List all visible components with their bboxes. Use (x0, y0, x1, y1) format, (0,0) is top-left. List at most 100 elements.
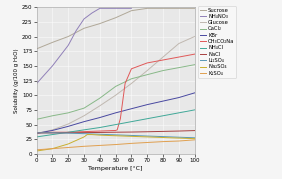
Glucose (51, 129, 54, 131)
K₂SO₄ (114, 144, 117, 146)
NH₄NO₃ (35, 82, 38, 84)
KBr (146, 103, 149, 106)
NH₄NO₃ (90, 12, 94, 14)
NaCl (177, 130, 180, 132)
K₂SO₄ (35, 149, 38, 151)
NaCl (114, 131, 117, 133)
K₂SO₄ (98, 144, 102, 146)
Line: CaCl₂: CaCl₂ (37, 65, 195, 119)
KBr (35, 132, 38, 134)
Glucose (35, 132, 38, 134)
Na₂SO₄ (177, 137, 180, 139)
KBr (130, 108, 133, 110)
Sucrose (82, 27, 86, 29)
K₂SO₄ (146, 141, 149, 144)
Line: CH₃CO₂Na: CH₃CO₂Na (37, 54, 195, 133)
Glucose (67, 123, 70, 125)
KBr (193, 92, 196, 94)
Li₂SO₄ (146, 135, 149, 137)
Line: Li₂SO₄: Li₂SO₄ (37, 133, 195, 138)
CH₃CO₂Na (67, 131, 70, 133)
Na₂SO₄ (130, 135, 133, 137)
NH₄Cl (193, 109, 196, 111)
CH₃CO₂Na (119, 118, 122, 120)
Na₂SO₄ (98, 134, 102, 136)
CaCl₂ (67, 112, 70, 114)
Glucose (146, 69, 149, 72)
K₂SO₄ (193, 139, 196, 141)
NaCl (161, 130, 165, 132)
KBr (161, 100, 165, 102)
Na₂SO₄ (161, 136, 165, 139)
Glucose (161, 56, 165, 58)
KBr (114, 112, 117, 114)
K₂SO₄ (67, 146, 70, 149)
Sucrose (114, 17, 117, 19)
Y-axis label: Solubility (g/100 g H₂O): Solubility (g/100 g H₂O) (14, 48, 19, 113)
NH₄NO₃ (130, 7, 133, 9)
Na₂SO₄ (193, 138, 196, 140)
KBr (51, 129, 54, 132)
Sucrose (146, 7, 149, 9)
CH₃CO₂Na (35, 132, 38, 134)
NH₄Cl (98, 126, 102, 129)
CaCl₂ (82, 107, 86, 109)
CH₃CO₂Na (161, 59, 165, 61)
CH₃CO₂Na (82, 130, 86, 133)
Glucose (82, 115, 86, 117)
Li₂SO₄ (177, 136, 180, 138)
CH₃CO₂Na (146, 62, 149, 64)
CH₃CO₂Na (116, 129, 119, 131)
Sucrose (193, 7, 196, 9)
NaCl (35, 132, 38, 134)
NH₄Cl (161, 115, 165, 117)
NaCl (51, 132, 54, 134)
K₂SO₄ (177, 140, 180, 142)
CH₃CO₂Na (193, 53, 196, 55)
KBr (177, 96, 180, 99)
NH₄NO₃ (98, 7, 102, 9)
CH₃CO₂Na (124, 82, 127, 84)
Line: K₂SO₄: K₂SO₄ (37, 140, 195, 150)
K₂SO₄ (82, 145, 86, 147)
CaCl₂ (114, 85, 117, 88)
NH₄Cl (177, 112, 180, 114)
CaCl₂ (146, 74, 149, 76)
CaCl₂ (130, 78, 133, 80)
NH₄Cl (146, 118, 149, 120)
Na₂SO₄ (114, 135, 117, 137)
NH₄Cl (35, 136, 38, 138)
Sucrose (130, 10, 133, 12)
Li₂SO₄ (193, 137, 196, 139)
Glucose (114, 94, 117, 96)
NH₄Cl (82, 129, 86, 131)
Legend: Sucrose, NH₄NO₃, Glucose, CaCl₂, KBr, CH₃CO₂Na, NH₄Cl, NaCl, Li₂SO₄, Na₂SO₄, K₂S: Sucrose, NH₄NO₃, Glucose, CaCl₂, KBr, CH… (198, 6, 236, 78)
K₂SO₄ (130, 142, 133, 144)
Line: Na₂SO₄: Na₂SO₄ (37, 135, 195, 151)
KBr (67, 125, 70, 127)
CH₃CO₂Na (114, 129, 117, 132)
NaCl (98, 131, 102, 134)
Li₂SO₄ (82, 133, 86, 135)
Na₂SO₄ (85, 134, 89, 136)
Glucose (177, 42, 180, 45)
CaCl₂ (177, 67, 180, 69)
CH₃CO₂Na (51, 131, 54, 133)
CaCl₂ (51, 115, 54, 117)
Li₂SO₄ (98, 133, 102, 135)
CH₃CO₂Na (98, 130, 102, 132)
Li₂SO₄ (67, 132, 70, 134)
K₂SO₄ (51, 147, 54, 150)
NH₄Cl (67, 131, 70, 133)
NH₄NO₃ (67, 44, 70, 46)
Sucrose (161, 7, 165, 9)
NH₄Cl (114, 124, 117, 126)
NH₄Cl (51, 134, 54, 136)
Line: NaCl: NaCl (37, 130, 195, 133)
Glucose (130, 82, 133, 84)
KBr (98, 117, 102, 119)
K₂SO₄ (161, 141, 165, 143)
Na₂SO₄ (90, 134, 94, 136)
NaCl (146, 131, 149, 133)
Na₂SO₄ (82, 136, 86, 138)
